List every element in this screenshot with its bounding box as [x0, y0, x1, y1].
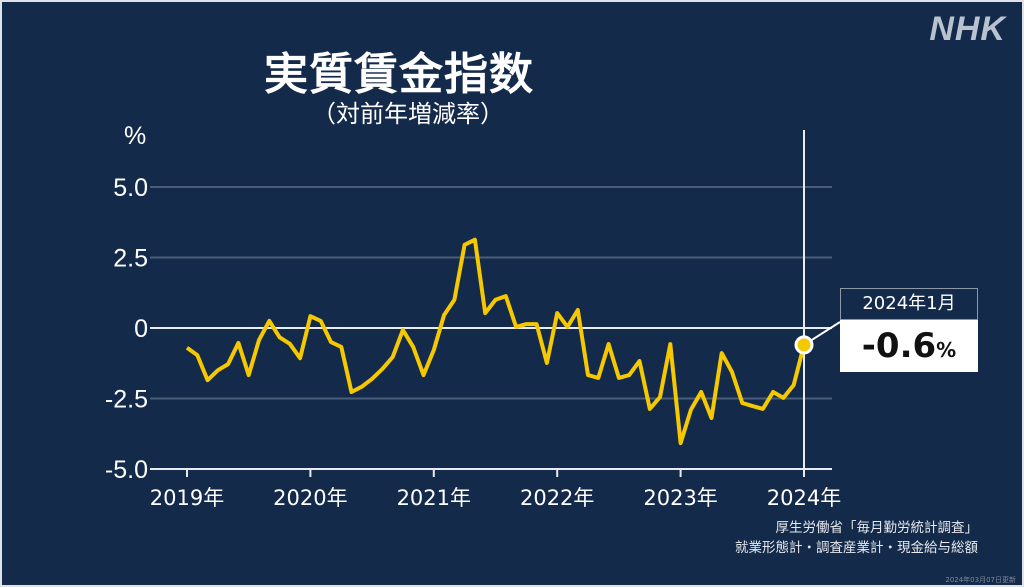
- source-note: 厚生労働省「毎月勤労統計調査」 就業形態計・調査産業計・現金給与総額: [735, 518, 978, 558]
- x-tick-label: 2023年: [643, 486, 717, 510]
- y-tick-label: -5.0: [105, 456, 148, 484]
- chart-subtitle: （対前年増減率）: [312, 100, 504, 128]
- x-tick-label: 2024年: [767, 486, 841, 510]
- source-line-1: 厚生労働省「毎月勤労統計調査」: [775, 520, 979, 536]
- annotation-unit: %: [936, 338, 957, 362]
- y-tick-label: -2.5: [105, 386, 148, 414]
- annotation-value-box: -0.6%: [840, 320, 978, 372]
- y-axis-unit: %: [124, 122, 146, 150]
- latest-point-marker: [794, 335, 814, 355]
- nhk-logo: NHK: [929, 10, 1006, 48]
- series-line: [185, 237, 806, 446]
- updated-date: 2024年03月07日更新: [945, 576, 1016, 584]
- annotation-date: 2024年1月: [840, 288, 978, 320]
- y-tick-label: 5.0: [113, 174, 148, 202]
- x-tick-label: 2019年: [150, 486, 224, 510]
- y-tick-label: 2.5: [113, 245, 148, 273]
- y-tick-label: 0: [134, 315, 148, 343]
- chart-title: 実質賃金指数: [264, 49, 534, 100]
- x-tick-label: 2021年: [397, 486, 471, 510]
- x-tick-label: 2022年: [520, 486, 594, 510]
- annotation-value: -0.6: [861, 326, 937, 366]
- source-line-2: 就業形態計・調査産業計・現金給与総額: [735, 540, 978, 556]
- x-tick-label: 2020年: [273, 486, 347, 510]
